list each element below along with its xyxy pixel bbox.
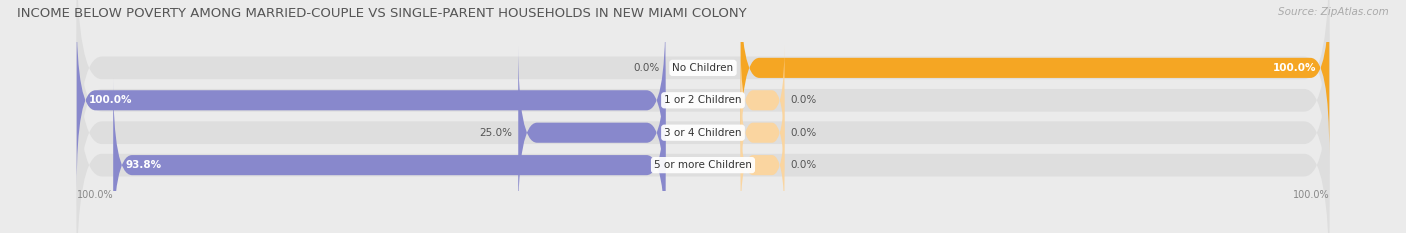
Text: 0.0%: 0.0% — [790, 128, 817, 138]
FancyBboxPatch shape — [741, 0, 1329, 155]
Text: 100.0%: 100.0% — [1274, 63, 1317, 73]
Text: 0.0%: 0.0% — [790, 95, 817, 105]
Text: 0.0%: 0.0% — [790, 160, 817, 170]
Text: 3 or 4 Children: 3 or 4 Children — [664, 128, 742, 138]
Text: No Children: No Children — [672, 63, 734, 73]
FancyBboxPatch shape — [77, 47, 1329, 233]
Text: 100.0%: 100.0% — [77, 190, 114, 200]
FancyBboxPatch shape — [114, 78, 665, 233]
Text: INCOME BELOW POVERTY AMONG MARRIED-COUPLE VS SINGLE-PARENT HOUSEHOLDS IN NEW MIA: INCOME BELOW POVERTY AMONG MARRIED-COUPL… — [17, 7, 747, 20]
Text: 93.8%: 93.8% — [125, 160, 162, 170]
FancyBboxPatch shape — [77, 14, 1329, 233]
Text: Source: ZipAtlas.com: Source: ZipAtlas.com — [1278, 7, 1389, 17]
Text: 1 or 2 Children: 1 or 2 Children — [664, 95, 742, 105]
FancyBboxPatch shape — [77, 0, 1329, 219]
Text: 25.0%: 25.0% — [479, 128, 512, 138]
Legend: Married Couples, Single Parents: Married Couples, Single Parents — [588, 229, 818, 233]
Text: 0.0%: 0.0% — [633, 63, 659, 73]
FancyBboxPatch shape — [519, 45, 665, 220]
Text: 100.0%: 100.0% — [1292, 190, 1329, 200]
FancyBboxPatch shape — [741, 45, 785, 155]
Text: 100.0%: 100.0% — [89, 95, 132, 105]
FancyBboxPatch shape — [741, 110, 785, 220]
FancyBboxPatch shape — [77, 0, 1329, 186]
FancyBboxPatch shape — [77, 13, 665, 188]
FancyBboxPatch shape — [741, 78, 785, 188]
Text: 5 or more Children: 5 or more Children — [654, 160, 752, 170]
